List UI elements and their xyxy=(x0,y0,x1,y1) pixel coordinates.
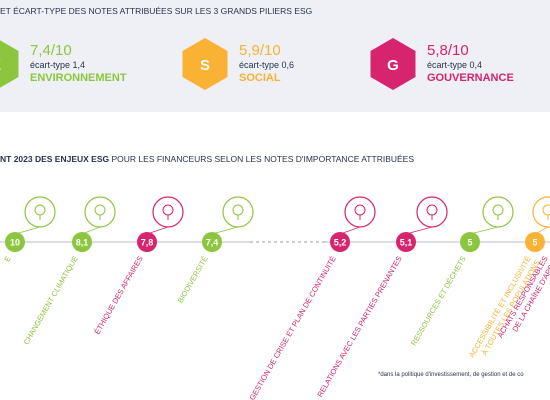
icon-circle xyxy=(24,196,56,228)
icon-circle xyxy=(416,196,448,228)
pillar-letter: S xyxy=(200,57,210,74)
pillar-std: écart-type 0,4 xyxy=(427,60,482,70)
score-value: 5 xyxy=(532,238,537,248)
pillar-score: 7,4/10 xyxy=(30,42,72,59)
issue-label: ÉTHIQUE DES AFFAIRES xyxy=(93,255,145,336)
icon-glyph xyxy=(94,204,106,216)
score-value: 5 xyxy=(467,238,472,248)
issue-label: RESSOURCES ET DÉCHETS xyxy=(409,255,468,348)
score-value: 5,2 xyxy=(334,238,347,248)
issue-icon xyxy=(14,196,56,235)
score-badge xyxy=(330,232,350,252)
score-value: 8,1 xyxy=(76,238,89,248)
icon-circle xyxy=(344,196,376,228)
icon-circle xyxy=(84,196,116,228)
score-badge xyxy=(460,232,480,252)
icon-connector xyxy=(14,226,41,235)
pillar-hexagon xyxy=(370,38,416,90)
pillar-hexagon xyxy=(182,38,228,90)
pillar-name: ENVIRONNEMENT xyxy=(30,72,127,84)
icon-glyph xyxy=(426,204,438,216)
issue-icon xyxy=(81,196,116,235)
issue-icon xyxy=(405,196,448,235)
section-title: NT 2023 DES ENJEUX ESG POUR LES FINANCEU… xyxy=(0,154,414,164)
icon-circle xyxy=(152,196,184,228)
icon-glyph xyxy=(542,204,550,216)
pillar-letter: G xyxy=(387,57,399,74)
score-badge xyxy=(396,232,416,252)
header-title: ET ÉCART-TYPE DES NOTES ATTRIBUÉES SUR L… xyxy=(0,6,312,16)
score-value: 5,1 xyxy=(400,238,413,248)
icon-glyph xyxy=(492,204,504,216)
score-value: 7,4 xyxy=(206,238,219,248)
top-band xyxy=(0,0,550,112)
score-value: 7,8 xyxy=(141,238,154,248)
issue-label: CHANGEMENT CLIMATIQUE xyxy=(22,255,80,347)
pillar-letter: E xyxy=(0,57,1,74)
pillar-std: écart-type 1,4 xyxy=(30,60,85,70)
pillar-std: écart-type 0,6 xyxy=(239,60,294,70)
issue-label: E xyxy=(2,255,12,264)
icon-connector xyxy=(211,226,239,235)
score-badge xyxy=(202,232,222,252)
issue-icon xyxy=(339,196,376,235)
icon-circle xyxy=(222,196,254,228)
pillar-score: 5,8/10 xyxy=(427,42,469,59)
pillar-hexagon xyxy=(0,40,19,88)
issue-icon xyxy=(469,196,514,235)
pillar-score: 5,9/10 xyxy=(239,42,281,59)
issue-icon xyxy=(211,196,254,235)
icon-glyph xyxy=(354,204,366,216)
icon-glyph xyxy=(232,204,244,216)
issue-icon xyxy=(532,196,550,235)
issue-label: BIODIVERSITÉ xyxy=(176,255,210,305)
score-badge xyxy=(72,232,92,252)
icon-connector xyxy=(469,226,499,235)
icon-connector xyxy=(405,226,433,235)
score-badge xyxy=(137,232,157,252)
score-badge xyxy=(525,232,545,252)
score-value: 10 xyxy=(10,238,20,248)
icon-glyph xyxy=(162,204,174,216)
pillar-name: SOCIAL xyxy=(239,72,281,84)
pillar-name: GOUVERNANCE xyxy=(427,72,514,84)
icon-glyph xyxy=(34,204,46,216)
section-title-bold: NT 2023 DES ENJEUX ESG xyxy=(0,154,110,164)
icon-circle xyxy=(482,196,514,228)
footnote: *dans la politique d'investissement, de … xyxy=(378,372,524,378)
icon-circle xyxy=(532,196,550,228)
score-badge xyxy=(5,232,25,252)
section-title-rest: POUR LES FINANCEURS SELON LES NOTES D'IM… xyxy=(112,154,415,164)
issue-icon xyxy=(146,196,184,235)
